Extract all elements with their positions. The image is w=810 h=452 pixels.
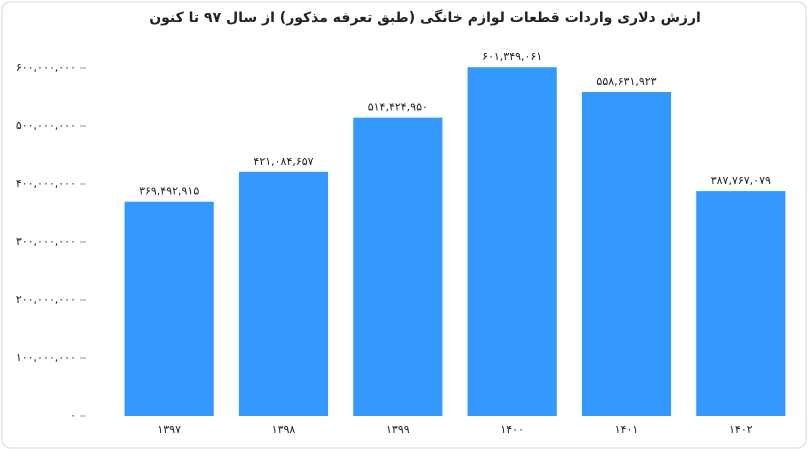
y-tick-label: ۱۰۰,۰۰۰,۰۰۰ — [16, 351, 76, 364]
y-tick-label: ۰ — [70, 409, 76, 422]
x-tick-label: ۱۴۰۰ — [500, 423, 524, 436]
bar — [238, 171, 329, 416]
y-tick-label: ۶۰۰,۰۰۰,۰۰۰ — [16, 61, 76, 74]
x-tick-label: ۱۳۹۹ — [386, 423, 410, 436]
x-tick-label: ۱۴۰۱ — [615, 423, 639, 436]
bar — [696, 191, 786, 416]
bar — [467, 67, 557, 417]
value-label: ۵۵۸,۶۳۱,۹۲۳ — [596, 75, 656, 88]
chart-title: ارزش دلاری واردات قطعات لوازم خانگی (طبق… — [149, 9, 701, 26]
value-label: ۳۶۹,۴۹۲,۹۱۵ — [139, 185, 199, 198]
y-tick-label: ۵۰۰,۰۰۰,۰۰۰ — [16, 119, 76, 132]
value-label: ۴۲۱,۰۸۴,۶۵۷ — [253, 155, 313, 168]
bar — [124, 201, 214, 416]
y-tick-label: ۳۰۰,۰۰۰,۰۰۰ — [16, 235, 76, 248]
x-tick-label: ۱۳۹۸ — [272, 423, 296, 436]
x-tick-label: ۱۳۹۷ — [157, 423, 181, 436]
y-tick-label: ۴۰۰,۰۰۰,۰۰۰ — [16, 177, 76, 190]
value-label: ۵۱۴,۴۲۴,۹۵۰ — [368, 101, 428, 114]
value-label: ۶۰۱,۳۴۹,۰۶۱ — [482, 50, 542, 63]
bar — [353, 117, 443, 416]
y-tick-label: ۲۰۰,۰۰۰,۰۰۰ — [16, 293, 76, 306]
x-tick-label: ۱۴۰۲ — [729, 423, 753, 436]
bar — [581, 91, 672, 417]
value-label: ۳۸۷,۷۶۷,۰۷۹ — [711, 174, 771, 187]
